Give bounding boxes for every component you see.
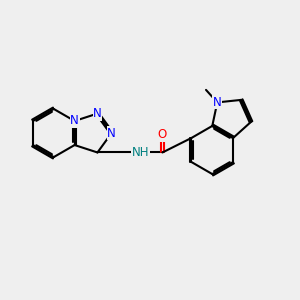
Text: N: N (107, 127, 116, 140)
Text: N: N (213, 96, 222, 109)
Text: N: N (70, 115, 79, 128)
Text: N: N (93, 107, 102, 120)
Text: O: O (158, 128, 167, 141)
Text: NH: NH (132, 146, 149, 159)
